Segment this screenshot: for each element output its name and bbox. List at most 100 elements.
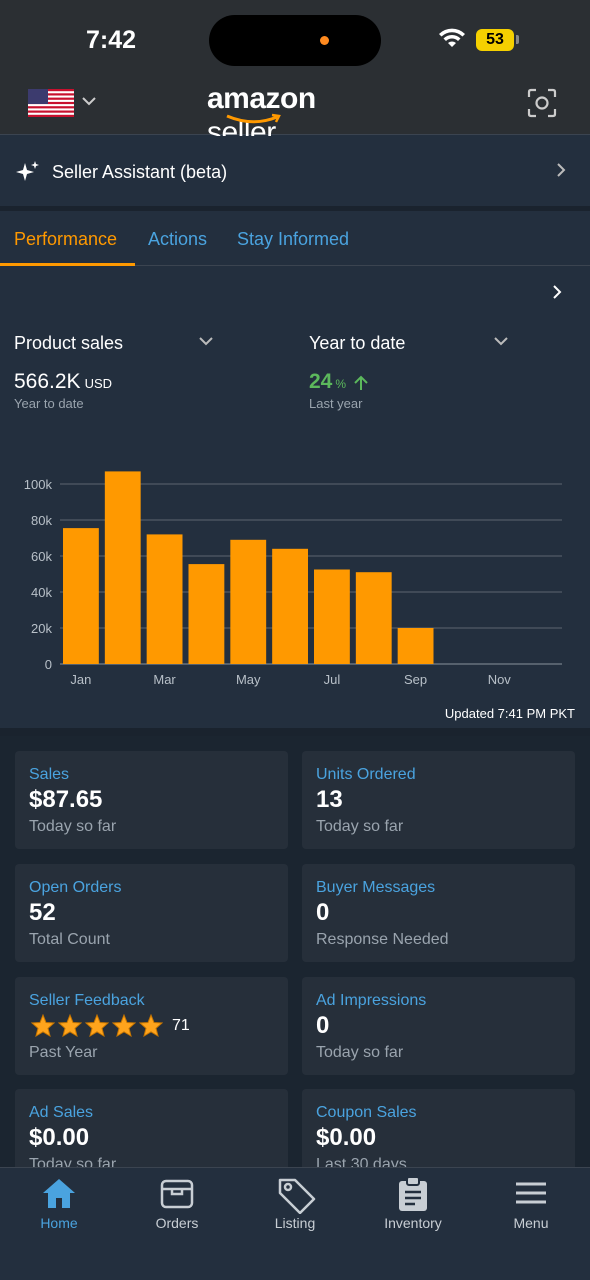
- rating-count: 71: [172, 1016, 190, 1034]
- period-dropdown[interactable]: Year to date: [309, 333, 406, 353]
- battery-level: 53: [476, 29, 514, 51]
- scan-icon[interactable]: [527, 88, 557, 118]
- updated-timestamp: Updated 7:41 PM PKT: [444, 706, 575, 721]
- star-icon: [112, 1014, 136, 1037]
- performance-panel: Product sales Year to date 566.2K USD Yea…: [0, 266, 590, 728]
- seller-assistant-row[interactable]: Seller Assistant (beta): [0, 136, 590, 206]
- sales-total-value: 566.2K: [14, 370, 81, 393]
- card-buyer-messages[interactable]: Buyer Messages 0 Response Needed: [302, 864, 575, 962]
- tab-performance[interactable]: Performance: [14, 229, 118, 249]
- chevron-right-icon: [557, 163, 566, 177]
- x-tick-label: Nov: [488, 672, 512, 687]
- x-tick-label: Mar: [153, 672, 176, 687]
- nav-label: Listing: [274, 1215, 316, 1231]
- star-icon: [139, 1014, 163, 1037]
- bar-aug: [355, 572, 392, 664]
- us-flag-icon[interactable]: [28, 89, 74, 117]
- card-seller-feedback[interactable]: Seller Feedback 71 Past Year: [15, 977, 288, 1075]
- bar-jan: [63, 528, 99, 664]
- metric-dropdown[interactable]: Product sales: [14, 333, 124, 353]
- sales-bar-chart: 0 20k 40k 60k 80k 100k Jan Mar May Jul Sep Nov: [24, 471, 562, 687]
- tab-bar: Performance Actions Stay Informed: [0, 211, 590, 266]
- seller-assistant-label: Seller Assistant (beta): [52, 162, 228, 182]
- card-title: Coupon Sales: [316, 1104, 417, 1121]
- x-tick-label: Jan: [70, 672, 91, 687]
- card-sub: Today so far: [316, 1044, 404, 1061]
- nav-home[interactable]: Home: [0, 1168, 118, 1248]
- bar-apr: [188, 564, 225, 664]
- arrow-up-icon: [354, 375, 368, 390]
- x-tick-label: Jul: [324, 672, 341, 687]
- nav-menu[interactable]: Menu: [472, 1168, 590, 1248]
- card-value: $0.00: [29, 1124, 90, 1151]
- change-sub: Last year: [309, 396, 363, 411]
- sales-total: 566.2K USD: [14, 370, 112, 394]
- card-title: Open Orders: [29, 879, 122, 896]
- star-icon: [58, 1014, 82, 1037]
- card-title: Ad Sales: [29, 1104, 94, 1121]
- card-title: Buyer Messages: [316, 879, 436, 896]
- tab-actions[interactable]: Actions: [148, 229, 208, 249]
- x-tick-label: May: [236, 672, 261, 687]
- metric-cards: Sales $87.65 Today so far Units Ordered …: [0, 736, 590, 1168]
- clipboard-icon: [399, 1176, 427, 1211]
- y-tick-label: 20k: [31, 621, 52, 636]
- dynamic-island: [209, 15, 381, 66]
- battery-tip-icon: [516, 35, 519, 44]
- bar-feb: [104, 471, 141, 664]
- bar-mar: [146, 534, 183, 664]
- section-divider: [0, 206, 590, 211]
- y-tick-label: 100k: [24, 477, 53, 492]
- nav-label: Home: [40, 1215, 78, 1231]
- bar-jun: [272, 548, 308, 664]
- chevron-down-icon[interactable]: [493, 336, 509, 346]
- card-value: 52: [29, 899, 56, 926]
- amazon-seller-logo: amazon seller: [207, 82, 387, 149]
- nav-label: Menu: [513, 1215, 549, 1231]
- card-value: 0: [316, 1012, 330, 1039]
- smile-arrow-icon: [226, 113, 281, 124]
- card-sales[interactable]: Sales $87.65 Today so far: [15, 751, 288, 849]
- card-sub: Response Needed: [316, 931, 449, 948]
- card-title: Sales: [29, 766, 70, 783]
- card-sub: Last 30 days: [316, 1156, 407, 1168]
- nav-listing[interactable]: Listing: [236, 1168, 354, 1248]
- section-divider: [0, 728, 590, 736]
- home-icon: [43, 1179, 75, 1208]
- logo-bold: amazon: [207, 82, 316, 115]
- card-value: 13: [316, 786, 343, 813]
- card-title: Seller Feedback: [29, 992, 145, 1009]
- card-value: $87.65: [29, 786, 103, 813]
- tab-stay-informed[interactable]: Stay Informed: [237, 229, 350, 249]
- y-tick-label: 80k: [31, 513, 52, 528]
- status-time: 7:42: [86, 26, 137, 54]
- chevron-right-icon[interactable]: [552, 284, 562, 300]
- card-open-orders[interactable]: Open Orders 52 Total Count: [15, 864, 288, 962]
- sales-total-sub: Year to date: [14, 396, 84, 411]
- change-percent: 24%: [309, 370, 346, 394]
- card-ad-impressions[interactable]: Ad Impressions 0 Today so far: [302, 977, 575, 1075]
- sales-total-unit: USD: [84, 376, 113, 391]
- camera-dot-icon: [320, 36, 329, 45]
- nav-label: Orders: [155, 1215, 199, 1231]
- card-title: Ad Impressions: [316, 992, 427, 1009]
- status-bar: 7:42 53: [0, 0, 590, 80]
- wifi-icon: [439, 28, 465, 47]
- app-header: amazon seller: [0, 80, 590, 149]
- card-coupon-sales[interactable]: Coupon Sales $0.00 Last 30 days: [302, 1089, 575, 1168]
- sparkle-icon: [16, 161, 39, 181]
- nav-orders[interactable]: Orders: [118, 1168, 236, 1248]
- card-units-ordered[interactable]: Units Ordered 13 Today so far: [302, 751, 575, 849]
- card-sub: Today so far: [29, 818, 117, 835]
- y-tick-label: 60k: [31, 549, 52, 564]
- star-icon: [85, 1014, 109, 1037]
- tag-icon: [278, 1178, 316, 1214]
- y-tick-label: 40k: [31, 585, 52, 600]
- card-sub: Today so far: [29, 1156, 117, 1168]
- chevron-down-icon[interactable]: [198, 336, 214, 346]
- nav-inventory[interactable]: Inventory: [354, 1168, 472, 1248]
- nav-label: Inventory: [384, 1215, 442, 1231]
- card-value: 0: [316, 899, 330, 926]
- card-ad-sales[interactable]: Ad Sales $0.00 Today so far: [15, 1089, 288, 1168]
- chevron-down-icon[interactable]: [82, 96, 96, 106]
